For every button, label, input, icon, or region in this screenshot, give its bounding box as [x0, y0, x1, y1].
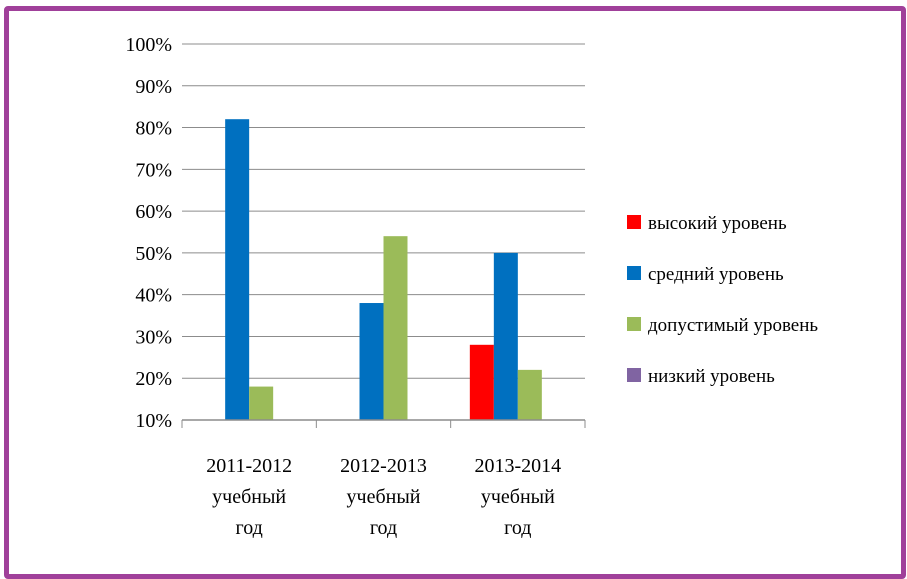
- legend-swatch: [627, 368, 641, 382]
- y-tick-label: 60%: [135, 201, 172, 223]
- x-tick-label: год: [504, 517, 531, 539]
- y-tick-label: 10%: [135, 410, 172, 432]
- y-tick-label: 90%: [135, 76, 172, 98]
- legend-label: средний уровень: [648, 264, 784, 285]
- bars: [225, 119, 542, 420]
- x-tick-label: 2012-2013: [340, 455, 427, 477]
- y-tick-label: 40%: [135, 285, 172, 307]
- x-tick-label: учебный: [212, 486, 286, 508]
- x-tick-label: год: [236, 517, 263, 539]
- x-tick-label: 2011-2012: [206, 455, 292, 477]
- legend-swatch: [627, 317, 641, 331]
- bar: [225, 119, 250, 420]
- bar: [383, 236, 408, 420]
- bar: [493, 252, 518, 420]
- y-tick-label: 70%: [135, 159, 172, 181]
- x-axis: [181, 419, 586, 428]
- bar: [469, 344, 494, 420]
- x-tick-label: учебный: [481, 486, 555, 508]
- bar: [517, 369, 542, 420]
- legend-swatch: [627, 215, 641, 229]
- bar: [249, 386, 274, 420]
- y-tick-label: 30%: [135, 326, 172, 348]
- x-tick-label: год: [370, 517, 397, 539]
- chart-frame: [4, 6, 906, 579]
- y-axis-ticks: 100% 90% 80% 70% 60% 50% 40% 30% 20% 10%: [125, 34, 172, 432]
- y-tick-label: 100%: [125, 34, 172, 56]
- x-axis-labels: 2011-2012 учебный год 2012-2013 учебный год 20…: [206, 455, 561, 539]
- legend: высокий уровень средний уровень допустимый…: [627, 213, 818, 387]
- y-tick-label: 50%: [135, 243, 172, 265]
- legend-label: допустимый уровень: [648, 315, 818, 336]
- y-tick-label: 80%: [135, 118, 172, 140]
- x-tick-label: учебный: [347, 486, 421, 508]
- legend-label: высокий уровень: [648, 213, 787, 234]
- x-tick-label: 2013-2014: [474, 455, 561, 477]
- legend-label: низкий уровень: [648, 366, 775, 387]
- bar: [359, 303, 384, 420]
- legend-swatch: [627, 266, 641, 280]
- y-tick-label: 20%: [135, 368, 172, 390]
